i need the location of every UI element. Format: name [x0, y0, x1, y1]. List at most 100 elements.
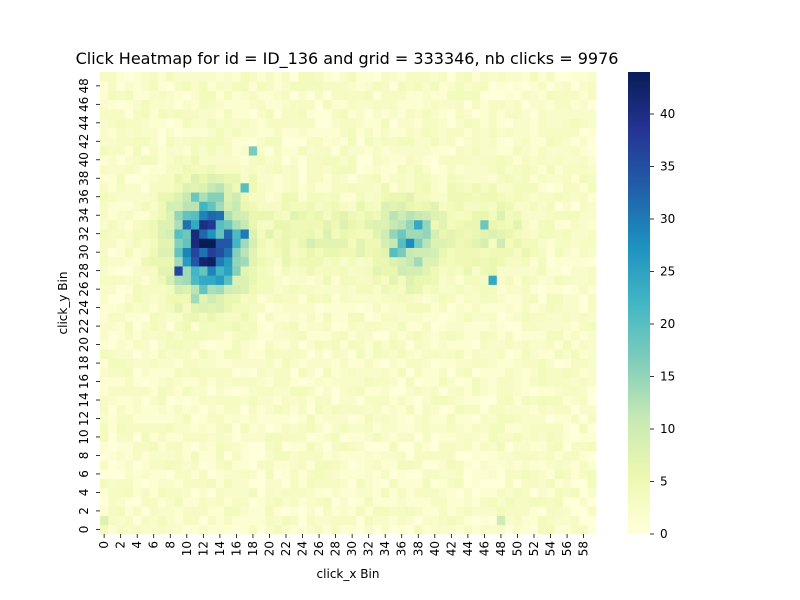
heatmap-cell: [438, 164, 448, 175]
heatmap-cell: [364, 182, 374, 193]
heatmap-cell: [348, 210, 357, 221]
heatmap-cell: [538, 90, 547, 101]
heatmap-cell: [215, 293, 225, 304]
heatmap-cell: [298, 81, 308, 91]
heatmap-cell: [273, 469, 283, 479]
heatmap-cell: [133, 173, 142, 184]
heatmap-cell: [174, 469, 184, 479]
heatmap-cell: [290, 460, 299, 470]
heatmap-cell: [463, 404, 473, 415]
heatmap-cell: [488, 201, 498, 211]
heatmap-cell: [513, 118, 522, 128]
heatmap-cell: [224, 99, 233, 110]
heatmap-cell: [133, 81, 142, 91]
heatmap-cell: [546, 312, 556, 322]
heatmap-cell: [554, 497, 564, 507]
heatmap-cell: [133, 460, 142, 470]
heatmap-cell: [571, 247, 580, 258]
heatmap-cell: [348, 358, 357, 369]
heatmap-cell: [290, 423, 299, 433]
heatmap-cell: [141, 469, 150, 479]
heatmap-cell: [472, 413, 481, 424]
heatmap-cell: [488, 256, 498, 267]
heatmap-cell: [116, 395, 126, 406]
heatmap-cell: [381, 136, 390, 147]
heatmap-cell: [447, 312, 456, 322]
heatmap-cell: [422, 330, 432, 341]
heatmap-cell: [100, 90, 109, 101]
heatmap-cell: [364, 524, 374, 535]
heatmap-cell: [496, 339, 506, 350]
heatmap-cell: [281, 238, 291, 248]
heatmap-cell: [356, 497, 365, 507]
heatmap-cell: [116, 367, 126, 378]
heatmap-cell: [290, 478, 299, 489]
heatmap-cell: [339, 487, 349, 498]
heatmap-cell: [273, 441, 283, 452]
heatmap-cell: [389, 460, 398, 470]
heatmap-cell: [215, 201, 225, 211]
heatmap-cell: [314, 487, 324, 498]
heatmap-cell: [232, 155, 241, 165]
heatmap-cell: [224, 266, 233, 276]
heatmap-cell: [323, 164, 332, 175]
heatmap-cell: [157, 90, 167, 101]
heatmap-cell: [430, 118, 440, 128]
heatmap-cell: [290, 312, 299, 322]
heatmap-cell: [215, 395, 225, 406]
heatmap-cell: [356, 339, 365, 350]
heatmap-cell: [141, 284, 150, 295]
heatmap-cell: [331, 506, 341, 516]
heatmap-cell: [488, 99, 498, 110]
heatmap-cell: [455, 99, 465, 110]
heatmap-cell: [422, 321, 432, 332]
heatmap-cell: [133, 256, 142, 267]
heatmap-cell: [323, 349, 332, 359]
heatmap-cell: [281, 460, 291, 470]
heatmap-cell: [133, 219, 142, 230]
heatmap-cell: [447, 339, 456, 350]
heatmap-cell: [455, 469, 465, 479]
heatmap-cell: [546, 247, 556, 258]
heatmap-cell: [108, 330, 117, 341]
heatmap-cell: [438, 404, 448, 415]
heatmap-cell: [472, 423, 481, 433]
x-tick-label: 58: [577, 541, 591, 556]
heatmap-cell: [538, 145, 547, 156]
heatmap-cell: [240, 497, 250, 507]
heatmap-cell: [100, 487, 109, 498]
heatmap-cell: [273, 192, 283, 202]
heatmap-cell: [257, 118, 266, 128]
heatmap-cell: [513, 108, 522, 119]
heatmap-cell: [273, 266, 283, 276]
heatmap-cell: [372, 441, 382, 452]
heatmap-cell: [562, 404, 572, 415]
heatmap-cell: [190, 478, 200, 489]
heatmap-cell: [587, 72, 597, 82]
heatmap-cell: [157, 284, 167, 295]
heatmap-cell: [405, 192, 415, 202]
heatmap-cell: [124, 358, 134, 369]
heatmap-cell: [149, 432, 159, 442]
heatmap-cell: [207, 349, 217, 359]
heatmap-cell: [579, 432, 589, 442]
heatmap-cell: [397, 413, 407, 424]
heatmap-cell: [513, 386, 522, 396]
heatmap-cell: [174, 404, 184, 415]
y-tick-label: 34: [77, 208, 91, 223]
heatmap-cell: [215, 155, 225, 165]
heatmap-cell: [381, 367, 390, 378]
heatmap-cell: [323, 173, 332, 184]
heatmap-cell: [463, 441, 473, 452]
heatmap-cell: [339, 145, 349, 156]
heatmap-cell: [364, 99, 374, 110]
heatmap-cell: [224, 247, 233, 258]
heatmap-cell: [463, 81, 473, 91]
heatmap-cell: [455, 90, 465, 101]
heatmap-cell: [562, 450, 572, 461]
heatmap-cell: [149, 395, 159, 406]
heatmap-cell: [232, 182, 241, 193]
heatmap-cell: [174, 145, 184, 156]
heatmap-cell: [124, 321, 134, 332]
heatmap-cell: [364, 284, 374, 295]
